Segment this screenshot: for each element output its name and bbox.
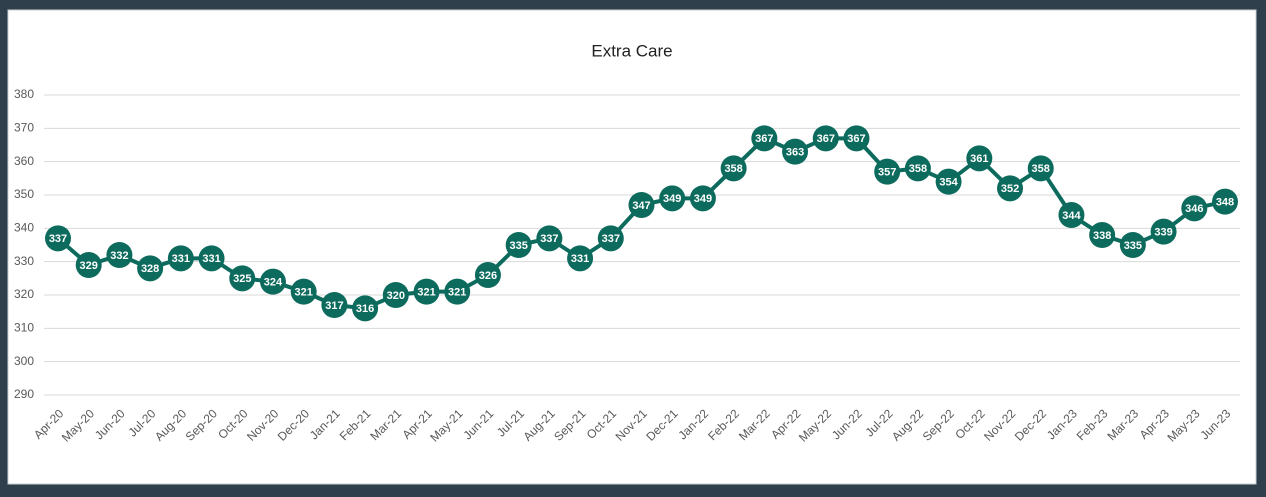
- data-label: 348: [1216, 197, 1234, 209]
- data-label: 321: [417, 287, 435, 299]
- marker: [137, 255, 164, 282]
- y-tick-label: 380: [14, 87, 34, 101]
- data-label: 349: [663, 193, 681, 205]
- y-tick-label: 290: [14, 387, 34, 401]
- marker: [321, 292, 348, 318]
- marker: [382, 282, 409, 308]
- data-label: 321: [295, 287, 313, 299]
- chart-title: Extra Care: [591, 41, 672, 60]
- data-label: 358: [909, 163, 927, 175]
- data-label: 363: [786, 147, 804, 159]
- marker: [597, 225, 624, 252]
- marker: [167, 245, 194, 272]
- marker: [45, 225, 71, 252]
- data-label: 331: [571, 253, 589, 265]
- data-label: 328: [141, 263, 159, 275]
- y-tick-label: 300: [14, 354, 34, 368]
- data-label: 339: [1154, 227, 1172, 239]
- marker: [1150, 218, 1177, 245]
- marker: [536, 225, 563, 252]
- marker: [1181, 195, 1208, 222]
- data-label: 320: [387, 290, 405, 302]
- data-label: 337: [602, 233, 620, 245]
- data-label: 325: [233, 273, 251, 285]
- marker: [352, 295, 379, 322]
- data-label: 352: [1001, 183, 1019, 195]
- data-label: 358: [724, 163, 742, 175]
- marker: [1119, 232, 1146, 258]
- marker: [997, 175, 1024, 202]
- marker: [1027, 155, 1054, 182]
- marker: [413, 278, 440, 305]
- data-label: 324: [264, 277, 283, 289]
- data-label: 332: [110, 250, 128, 262]
- data-label: 321: [448, 287, 466, 299]
- data-label: 367: [817, 133, 835, 145]
- marker: [904, 155, 931, 182]
- marker: [290, 278, 317, 305]
- data-label: 361: [970, 153, 988, 165]
- y-tick-label: 350: [14, 187, 34, 201]
- data-label: 337: [49, 233, 67, 245]
- marker: [106, 242, 133, 268]
- data-label: 338: [1093, 230, 1111, 242]
- y-tick-label: 310: [14, 321, 34, 335]
- y-tick-label: 340: [14, 221, 34, 235]
- marker: [75, 252, 102, 278]
- data-label: 367: [847, 133, 865, 145]
- data-label: 337: [540, 233, 558, 245]
- marker: [259, 268, 286, 295]
- data-label: 329: [80, 260, 98, 272]
- data-label: 316: [356, 303, 374, 315]
- data-label: 326: [479, 270, 497, 282]
- data-label: 344: [1062, 210, 1081, 222]
- data-label: 347: [632, 200, 650, 212]
- marker: [812, 125, 839, 152]
- marker: [567, 245, 594, 272]
- marker: [474, 262, 501, 288]
- marker: [935, 168, 962, 195]
- marker: [628, 192, 655, 218]
- marker: [505, 232, 532, 258]
- marker: [751, 125, 778, 152]
- marker: [659, 185, 686, 212]
- marker: [1212, 188, 1238, 215]
- marker: [874, 158, 901, 185]
- marker: [720, 155, 747, 182]
- marker: [782, 138, 809, 165]
- data-label: 358: [1032, 163, 1050, 175]
- marker: [689, 185, 716, 212]
- data-label: 317: [325, 300, 343, 312]
- marker: [444, 278, 471, 305]
- data-label: 367: [755, 133, 773, 145]
- data-label: 354: [939, 177, 958, 189]
- y-tick-label: 360: [14, 154, 34, 168]
- data-label: 331: [172, 253, 190, 265]
- data-label: 335: [509, 240, 527, 252]
- marker: [966, 145, 993, 172]
- y-tick-label: 330: [14, 254, 34, 268]
- y-tick-label: 370: [14, 121, 34, 135]
- marker: [843, 125, 870, 152]
- data-label: 346: [1185, 203, 1203, 215]
- marker: [198, 245, 225, 272]
- marker: [1089, 222, 1116, 248]
- y-tick-label: 320: [14, 287, 34, 301]
- data-label: 335: [1124, 240, 1142, 252]
- marker: [229, 265, 256, 292]
- data-label: 349: [694, 193, 712, 205]
- data-label: 357: [878, 167, 896, 179]
- marker: [1058, 202, 1085, 228]
- data-label: 331: [202, 253, 220, 265]
